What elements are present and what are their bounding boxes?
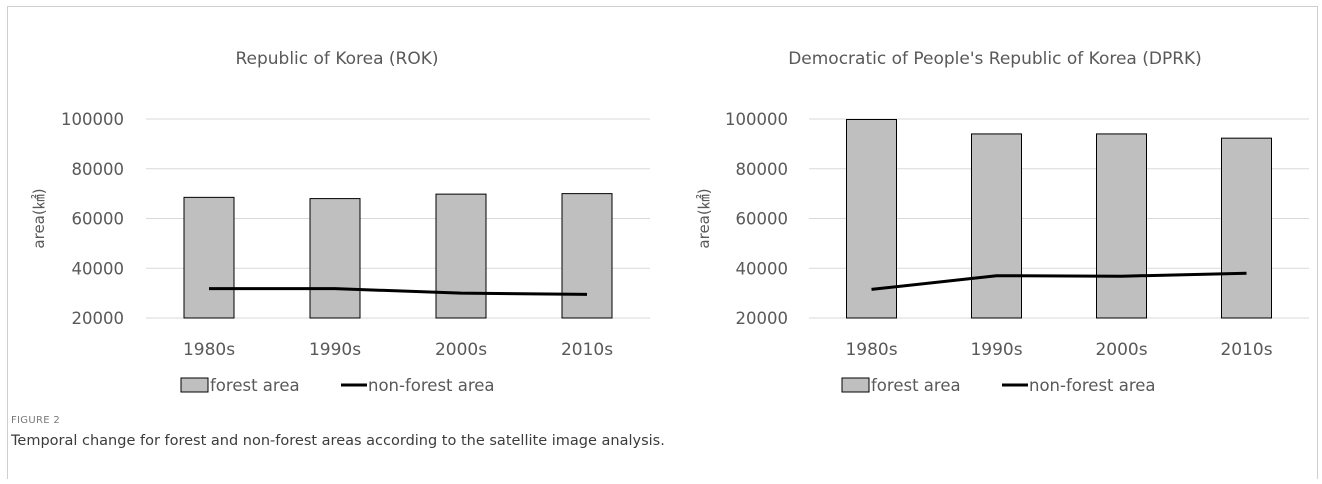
- legend-label-forest: forest area: [210, 376, 300, 395]
- y-tick-label: 40000: [736, 259, 789, 278]
- bar-forest-area: [561, 193, 613, 319]
- x-tick-label: 2010s: [1220, 340, 1272, 360]
- x-tick-label: 1990s: [309, 340, 361, 360]
- legend-swatch-forest: [841, 377, 870, 393]
- dprk-chart: Democratic of People's Republic of Korea…: [695, 49, 1309, 395]
- y-axis-label: area(㎢): [695, 188, 713, 248]
- x-tick-label: 2010s: [561, 340, 613, 360]
- legend-label-forest: forest area: [871, 376, 961, 395]
- legend-label-nonforest: non-forest area: [1029, 376, 1156, 395]
- line-non-forest-area: [871, 271, 1247, 291]
- line-non-forest-area: [209, 287, 588, 296]
- chart-title: Democratic of People's Republic of Korea…: [788, 49, 1202, 69]
- figure-label: FIGURE 2: [11, 415, 60, 426]
- y-tick-label: 80000: [72, 160, 125, 179]
- bar-forest-area: [435, 193, 487, 319]
- x-tick-label: 1990s: [970, 340, 1022, 360]
- legend-swatch-forest: [180, 377, 209, 393]
- y-tick-label: 60000: [736, 210, 789, 229]
- y-tick-label: 40000: [72, 259, 125, 278]
- chart-title: Republic of Korea (ROK): [235, 49, 438, 69]
- rok-chart: Republic of Korea (ROK) 100000 80000 60000 4…: [30, 49, 650, 395]
- x-tick-label: 1980s: [845, 340, 897, 360]
- figure-caption: Temporal change for forest and non-fores…: [11, 433, 665, 449]
- y-axis-label: area(㎢): [30, 188, 48, 248]
- y-tick-label: 60000: [72, 210, 125, 229]
- y-tick-label: 100000: [61, 110, 124, 129]
- y-tick-label: 100000: [725, 110, 788, 129]
- bar-forest-area: [183, 196, 235, 319]
- figure-frame: [7, 6, 1318, 479]
- bar-forest-area: [1221, 137, 1272, 319]
- bar-forest-area: [1096, 133, 1147, 319]
- x-tick-label: 1980s: [183, 340, 235, 360]
- x-tick-label: 2000s: [1095, 340, 1147, 360]
- y-tick-label: 80000: [736, 160, 789, 179]
- bar-forest-area: [309, 198, 361, 319]
- y-tick-label: 20000: [736, 309, 789, 328]
- bar-forest-area: [971, 133, 1022, 319]
- x-tick-label: 2000s: [435, 340, 487, 360]
- legend-label-nonforest: non-forest area: [368, 376, 495, 395]
- bar-forest-area: [846, 118, 897, 319]
- y-tick-label: 20000: [72, 309, 125, 328]
